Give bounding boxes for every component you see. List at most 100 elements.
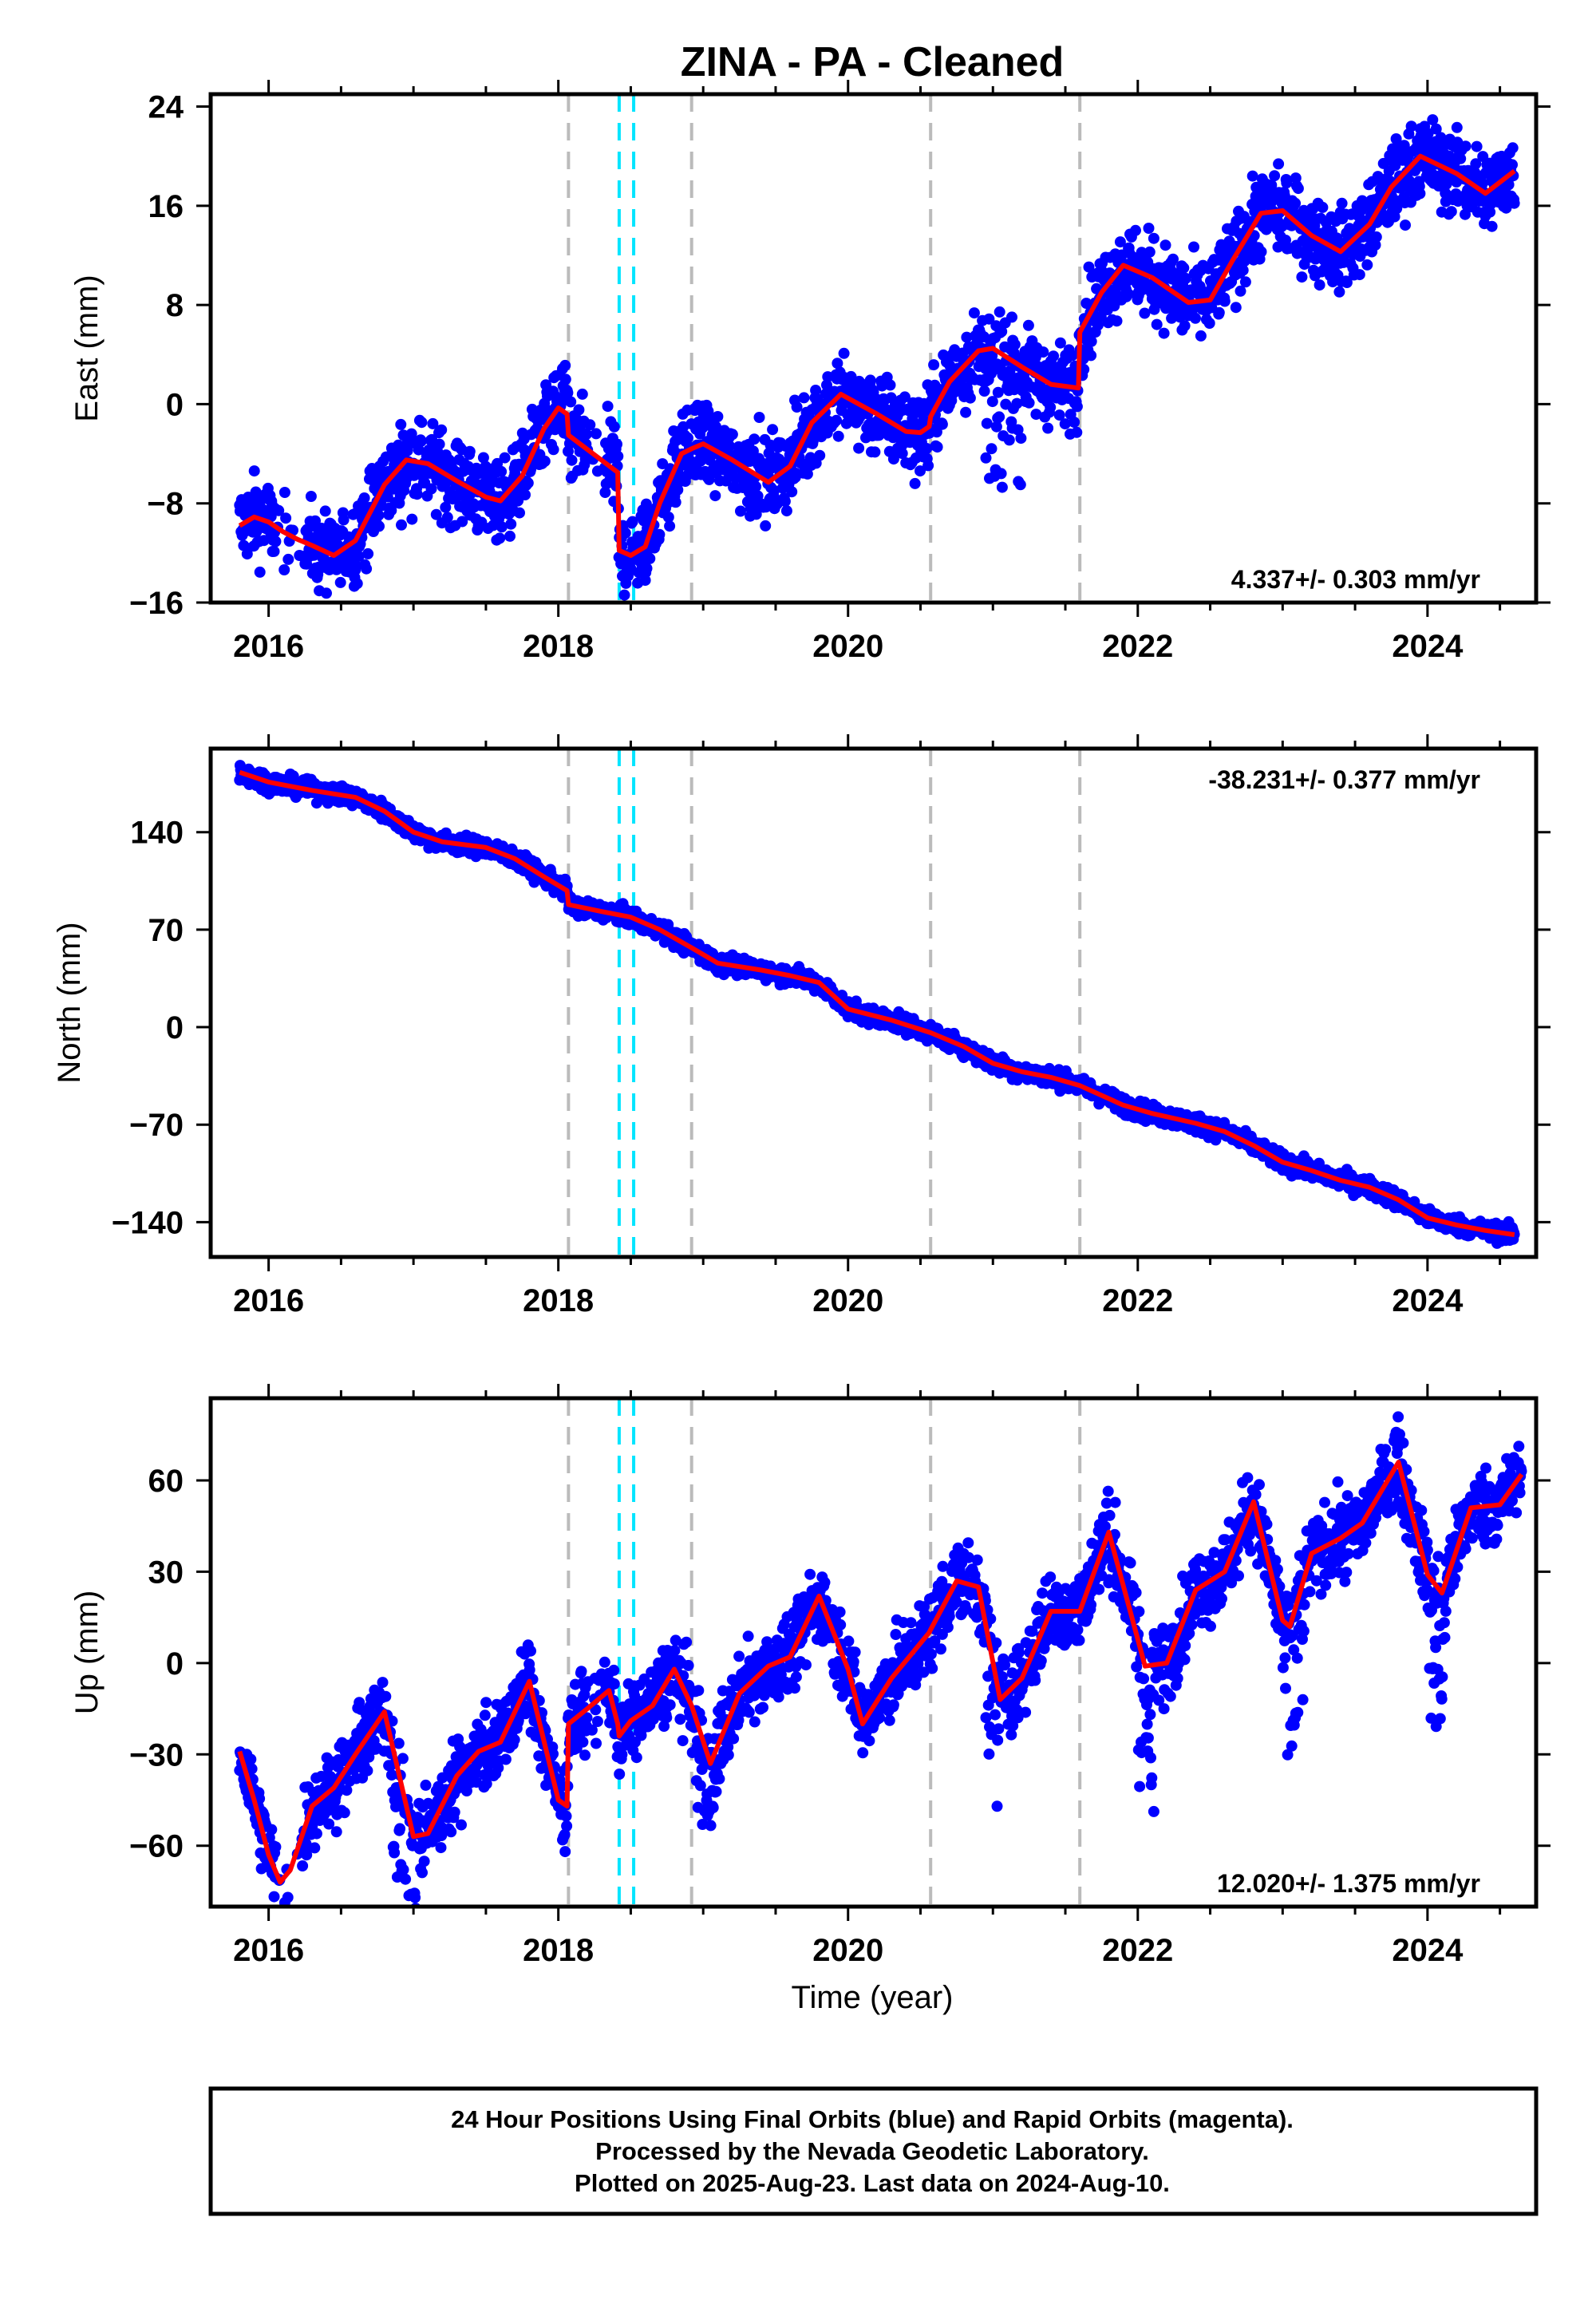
data-point [1336,197,1348,209]
data-point [641,563,653,575]
x-tick-label: 2018 [523,629,594,664]
data-point [1398,140,1410,152]
data-point [994,306,1005,318]
data-point [1188,241,1199,253]
data-point [1069,417,1080,428]
y-axis-label: East (mm) [69,275,105,421]
data-point [1045,401,1057,413]
data-point [1071,426,1083,438]
data-point [1139,307,1151,319]
data-point [1341,277,1353,288]
data-point [396,519,407,531]
data-point [514,507,525,519]
data-point [1460,208,1471,220]
data-point [1486,220,1498,232]
data-point [1370,231,1382,243]
data-point [1239,276,1251,288]
data-point [996,481,1008,493]
data-point [1014,479,1026,491]
data-point [753,412,765,423]
data-point [780,505,792,517]
data-point [1400,219,1411,231]
data-point [767,462,779,474]
data-point [1148,232,1159,244]
data-point [1003,434,1015,446]
data-point [494,532,506,544]
data-point [983,313,995,325]
data-point [406,513,418,525]
data-point [1470,158,1482,170]
data-point [1022,319,1034,331]
data-point [922,460,934,472]
data-point [798,392,810,404]
data-point [1195,330,1207,342]
data-point [749,433,760,445]
data-point [319,505,331,517]
x-tick-label: 2022 [1102,629,1173,664]
data-point [1179,320,1191,332]
data-point [899,391,911,403]
data-point [1391,203,1403,215]
data-point [1085,350,1097,362]
data-point [928,359,940,371]
data-point [1009,338,1021,350]
data-point [602,401,614,413]
data-point [456,516,468,528]
data-point [436,424,448,436]
data-point [250,486,262,498]
data-point [405,428,417,440]
data-point [381,491,393,503]
data-point [930,426,942,438]
data-point [1048,350,1060,362]
data-point [921,443,933,454]
data-point [1296,271,1308,283]
data-point [1111,315,1123,327]
data-point [1246,170,1258,182]
data-point [1085,335,1097,347]
data-point [709,490,721,502]
data-point [1053,409,1065,421]
data-point [373,520,385,532]
data-point [373,509,385,521]
data-point [619,527,631,539]
data-point [566,454,578,466]
data-point [353,551,365,563]
data-point [427,417,439,429]
data-point [1361,259,1373,271]
data-point [1114,236,1126,248]
data-point [760,520,772,532]
data-point [838,347,850,359]
data-point [814,449,826,461]
data-point [270,536,282,547]
data-point [1460,140,1472,152]
data-point [425,483,437,495]
data-point [981,417,993,429]
data-point [1237,264,1249,276]
data-point [664,520,676,532]
data-point [584,419,596,431]
data-point [612,450,624,462]
data-point [810,385,822,396]
data-point [496,465,508,477]
x-tick-label: 2020 [812,629,883,664]
x-tick-label: 2024 [1392,629,1464,664]
data-point [1445,206,1457,218]
data-point [791,401,803,413]
data-point [338,514,350,526]
data-point [1059,418,1071,430]
data-point [1353,269,1365,281]
data-point [395,418,407,430]
data-point [1290,197,1302,209]
data-point [273,504,285,516]
data-point [433,438,445,450]
data-point [644,552,656,564]
data-point [1144,246,1156,258]
data-point [279,564,290,575]
data-point [768,484,780,496]
data-point [786,486,798,498]
data-point [1292,183,1304,195]
data-point [682,432,693,444]
data-point [978,385,990,397]
data-point [1158,327,1170,339]
